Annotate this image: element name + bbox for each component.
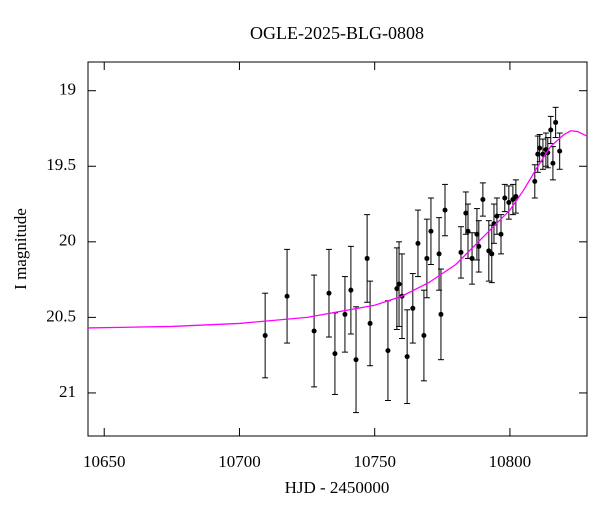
data-point (262, 333, 268, 339)
data-point (480, 197, 486, 203)
plot-frame (87, 61, 588, 437)
data-point (410, 305, 416, 311)
data-point (436, 251, 442, 257)
model-curve (88, 130, 587, 329)
y-tick-label: 21 (59, 382, 76, 401)
data-point (311, 328, 317, 334)
data-point (284, 293, 290, 299)
x-axis-label: HJD - 2450000 (285, 478, 390, 497)
data-point (353, 357, 359, 363)
data-point (424, 255, 430, 261)
data-point (342, 311, 348, 317)
data-point (548, 127, 554, 133)
data-point (550, 160, 556, 166)
y-tick-label: 20.5 (46, 306, 76, 325)
y-tick-label: 20 (59, 231, 76, 250)
x-tick-label: 10700 (218, 452, 261, 471)
data-point (364, 255, 370, 261)
data-point (442, 207, 448, 213)
data-point (557, 148, 563, 154)
data-point (489, 251, 495, 257)
chart-title: OGLE-2025-BLG-0808 (250, 23, 424, 43)
x-tick-label: 10650 (83, 452, 126, 471)
data-point (469, 255, 475, 261)
data-point (553, 119, 559, 125)
data-point (463, 210, 469, 216)
x-tick-label: 10750 (353, 452, 396, 471)
data-point (458, 249, 464, 255)
data-point (506, 200, 512, 206)
x-tick-label: 10800 (489, 452, 532, 471)
y-tick-label: 19.5 (46, 155, 76, 174)
data-point (367, 320, 373, 326)
data-point (421, 333, 427, 339)
data-point (535, 151, 541, 157)
data-point (476, 243, 482, 249)
y-tick-label: 19 (59, 80, 76, 99)
data-point (438, 311, 444, 317)
data-point (404, 354, 410, 360)
data-point (502, 195, 508, 201)
data-point (415, 240, 421, 246)
data-point (474, 231, 480, 237)
data-point (396, 281, 402, 287)
data-point (394, 286, 400, 292)
data-point (348, 287, 354, 293)
data-point (428, 228, 434, 234)
y-axis-label: I magnitude (11, 208, 30, 290)
data-point (332, 351, 338, 357)
data-point (532, 178, 538, 184)
data-point (498, 231, 504, 237)
data-point (513, 193, 519, 199)
data-point (537, 145, 543, 151)
data-point (326, 290, 332, 296)
data-point (385, 348, 391, 354)
